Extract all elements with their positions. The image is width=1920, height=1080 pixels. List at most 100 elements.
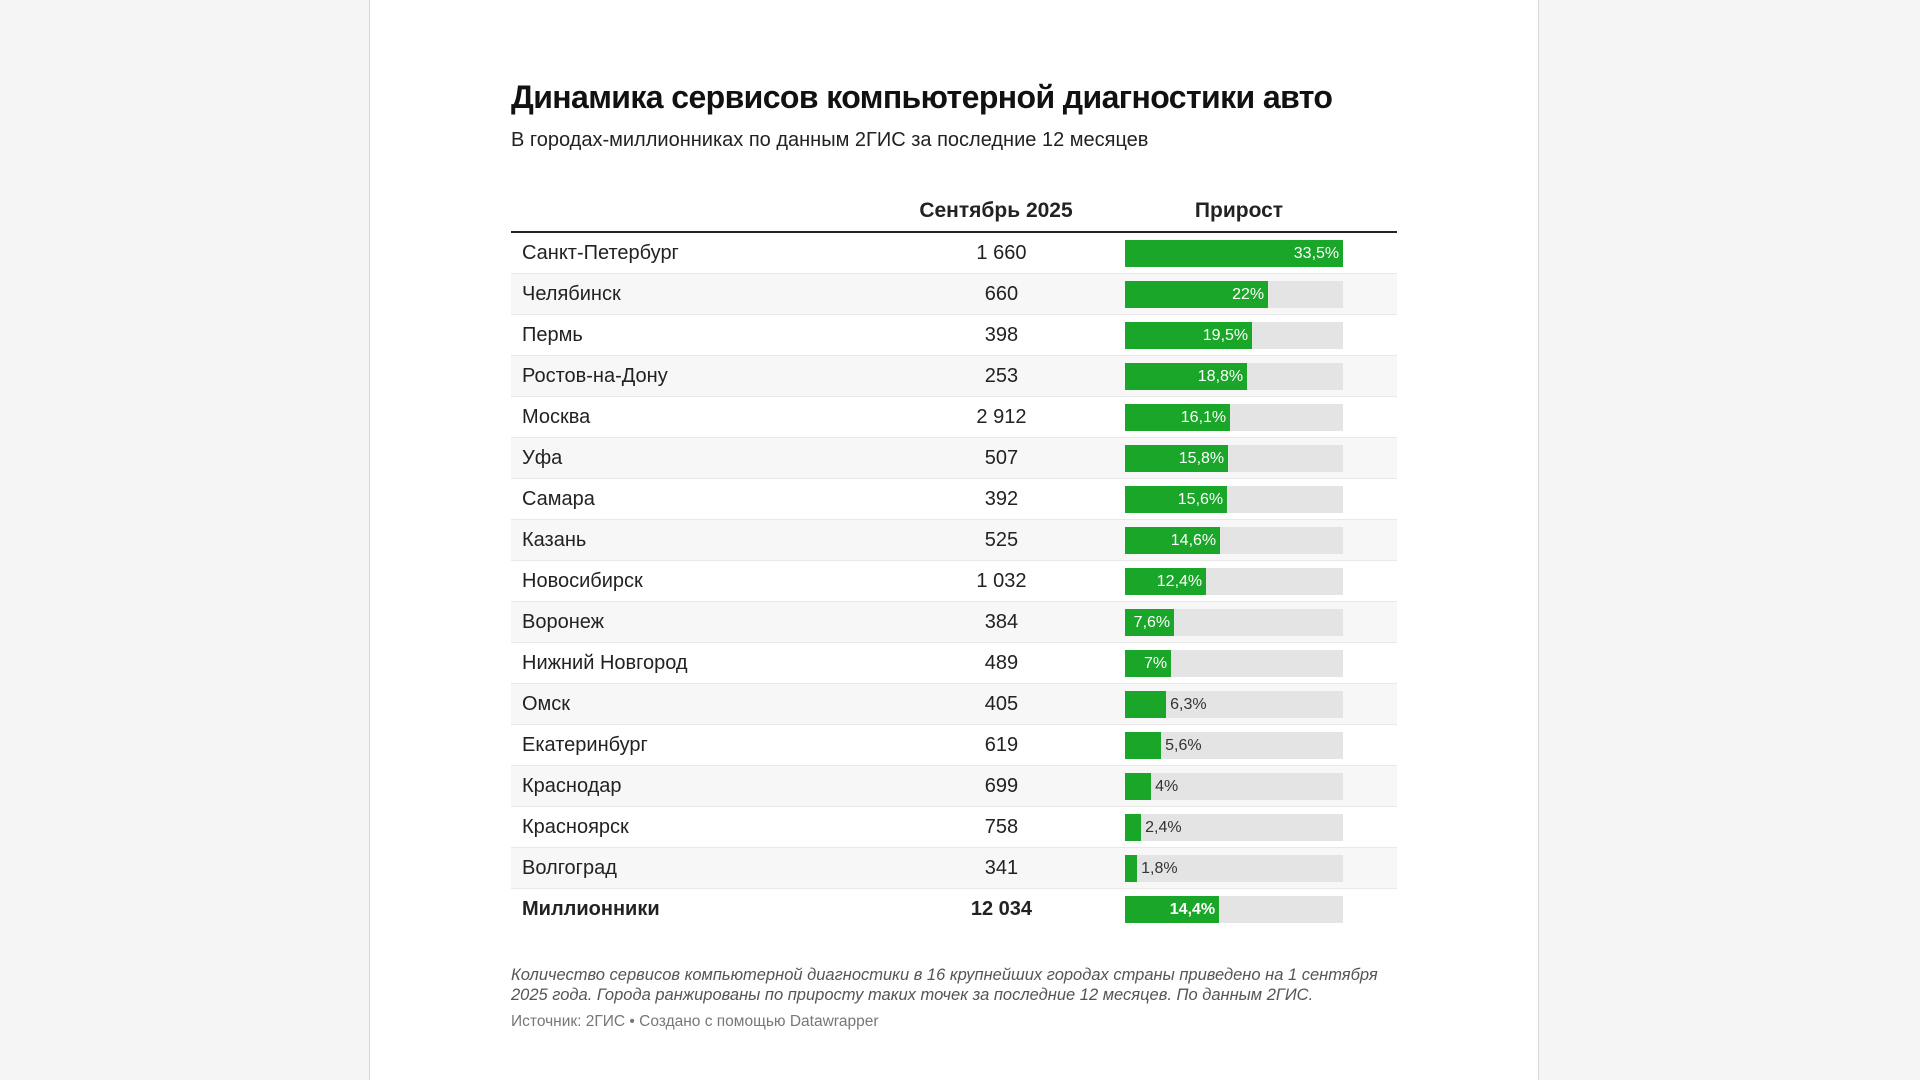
table-row: Волгоград 341 1,8% xyxy=(511,848,1397,889)
city-name: Воронеж xyxy=(522,610,605,633)
growth-cell: 14,4% xyxy=(1115,895,1397,923)
growth-bar xyxy=(1125,485,1228,513)
growth-bar-track: 22% xyxy=(1125,280,1344,308)
service-count: 1 032 xyxy=(976,569,1027,592)
growth-bar xyxy=(1125,362,1248,390)
growth-bar xyxy=(1125,895,1220,923)
growth-bar-track: 4% xyxy=(1125,772,1344,800)
table-row: Уфа 507 15,8% xyxy=(511,438,1397,479)
city-name: Новосибирск xyxy=(522,569,643,592)
growth-bar-track: 5,6% xyxy=(1125,731,1344,759)
growth-bar-track: 12,4% xyxy=(1125,567,1344,595)
table-row: Челябинск 660 22% xyxy=(511,274,1397,315)
growth-cell: 15,6% xyxy=(1115,485,1397,513)
table-row: Москва 2 912 16,1% xyxy=(511,397,1397,438)
growth-label: 1,8% xyxy=(1141,859,1178,877)
growth-cell: 1,8% xyxy=(1115,854,1397,882)
growth-bar-track: 19,5% xyxy=(1125,321,1344,349)
growth-bar-track: 1,8% xyxy=(1125,854,1344,882)
table-total-row: Миллионники 12 034 14,4% xyxy=(511,889,1397,929)
growth-label: 15,6% xyxy=(1177,490,1224,508)
table-row: Новосибирск 1 032 12,4% xyxy=(511,561,1397,602)
city-name: Екатеринбург xyxy=(522,733,648,756)
growth-bar xyxy=(1125,444,1229,472)
growth-bar xyxy=(1125,608,1175,636)
growth-label: 14,4% xyxy=(1169,900,1216,918)
chart-page: Динамика сервисов компьютерной диагности… xyxy=(369,0,1539,1080)
city-name: Волгоград xyxy=(522,856,617,879)
city-name: Самара xyxy=(522,487,595,510)
city-name: Санкт-Петербург xyxy=(522,241,679,264)
table-row: Воронеж 384 7,6% xyxy=(511,602,1397,643)
chart-content: Динамика сервисов компьютерной диагности… xyxy=(511,76,1397,1031)
growth-bar-track: 15,8% xyxy=(1125,444,1344,472)
service-count: 699 xyxy=(984,774,1019,797)
growth-bar xyxy=(1125,239,1344,267)
city-name: Омск xyxy=(522,692,571,715)
table-row: Краснодар 699 4% xyxy=(511,766,1397,807)
growth-cell: 19,5% xyxy=(1115,321,1397,349)
growth-bar xyxy=(1125,731,1162,759)
service-count: 1 660 xyxy=(976,241,1027,264)
service-count: 758 xyxy=(984,815,1019,838)
growth-label: 15,8% xyxy=(1178,449,1225,467)
city-name: Москва xyxy=(522,405,591,428)
city-name: Челябинск xyxy=(522,282,621,305)
growth-bar xyxy=(1125,690,1167,718)
growth-bar-track: 6,3% xyxy=(1125,690,1344,718)
service-count: 525 xyxy=(984,528,1019,551)
growth-label: 14,6% xyxy=(1170,531,1217,549)
chart-notes: Количество сервисов компьютерной диагнос… xyxy=(511,966,1378,1004)
growth-bar xyxy=(1125,403,1231,431)
growth-bar-track: 15,6% xyxy=(1125,485,1344,513)
service-count: 341 xyxy=(984,856,1019,879)
growth-cell: 18,8% xyxy=(1115,362,1397,390)
growth-label: 6,3% xyxy=(1170,695,1207,713)
table-row: Омск 405 6,3% xyxy=(511,684,1397,725)
growth-cell: 16,1% xyxy=(1115,403,1397,431)
service-count: 384 xyxy=(984,610,1019,633)
table-header: Сентябрь 2025 Прирост xyxy=(511,189,1397,233)
growth-bar-track: 14,4% xyxy=(1125,895,1344,923)
growth-cell: 2,4% xyxy=(1115,813,1397,841)
growth-label: 7% xyxy=(1144,654,1168,672)
service-count: 392 xyxy=(984,487,1019,510)
growth-cell: 4% xyxy=(1115,772,1397,800)
growth-label: 5,6% xyxy=(1165,736,1202,754)
service-count: 489 xyxy=(984,651,1019,674)
growth-label: 22% xyxy=(1232,285,1265,303)
growth-label: 18,8% xyxy=(1197,367,1244,385)
service-count: 398 xyxy=(984,323,1019,346)
growth-bar xyxy=(1125,321,1253,349)
table-body: Санкт-Петербург 1 660 33,5% Челябинск 660 22%… xyxy=(511,233,1397,929)
city-name: Миллионники xyxy=(522,897,660,920)
city-name: Красноярск xyxy=(522,815,629,838)
chart-source: Источник: 2ГИС • Создано с помощью Dataw… xyxy=(511,1013,879,1030)
growth-label: 2,4% xyxy=(1145,818,1182,836)
city-name: Казань xyxy=(522,528,587,551)
table-row: Нижний Новгород 489 7% xyxy=(511,643,1397,684)
growth-cell: 15,8% xyxy=(1115,444,1397,472)
growth-bar-track: 2,4% xyxy=(1125,813,1344,841)
growth-bar-track: 7,6% xyxy=(1125,608,1344,636)
growth-cell: 5,6% xyxy=(1115,731,1397,759)
growth-bar-track: 14,6% xyxy=(1125,526,1344,554)
growth-cell: 22% xyxy=(1115,280,1397,308)
growth-bar xyxy=(1125,772,1152,800)
table-row: Екатеринбург 619 5,6% xyxy=(511,725,1397,766)
table-row: Казань 525 14,6% xyxy=(511,520,1397,561)
service-count: 660 xyxy=(984,282,1019,305)
growth-label: 16,1% xyxy=(1180,408,1227,426)
service-count: 507 xyxy=(984,446,1019,469)
growth-bar-track: 18,8% xyxy=(1125,362,1344,390)
header-value: Сентябрь 2025 xyxy=(919,199,1073,222)
table-row: Ростов-на-Дону 253 18,8% xyxy=(511,356,1397,397)
growth-label: 4% xyxy=(1155,777,1179,795)
service-count: 405 xyxy=(984,692,1019,715)
city-name: Уфа xyxy=(522,446,563,469)
growth-bar xyxy=(1125,854,1138,882)
chart-title: Динамика сервисов компьютерной диагности… xyxy=(511,79,1333,115)
table-row: Санкт-Петербург 1 660 33,5% xyxy=(511,233,1397,274)
growth-cell: 7,6% xyxy=(1115,608,1397,636)
city-name: Нижний Новгород xyxy=(522,651,688,674)
